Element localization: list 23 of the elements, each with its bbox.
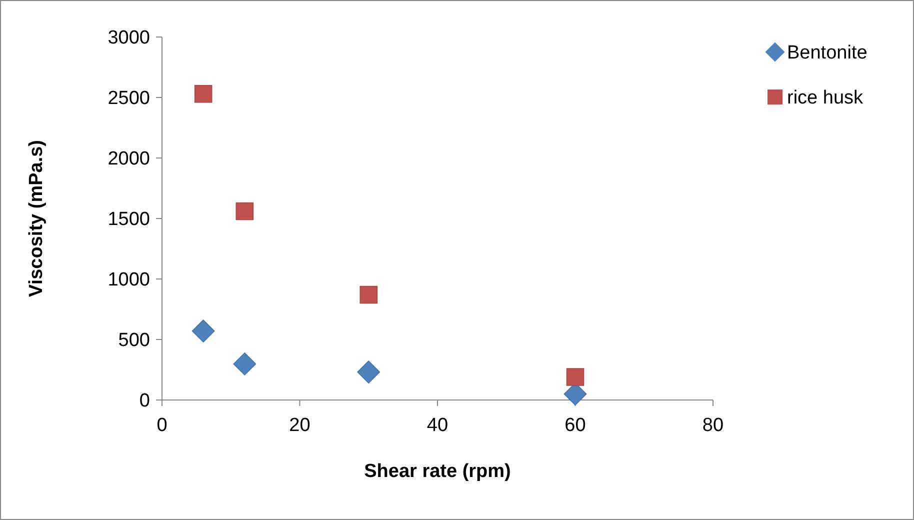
legend-label: Bentonite bbox=[787, 42, 868, 64]
x-tick-label: 0 bbox=[156, 415, 168, 436]
x-tick-label: 60 bbox=[564, 415, 586, 436]
y-axis-title: Viscosity (mPa.s) bbox=[26, 140, 47, 298]
y-tick-label: 2000 bbox=[108, 148, 150, 170]
point bbox=[233, 352, 256, 376]
point bbox=[192, 320, 215, 342]
point bbox=[360, 286, 378, 304]
x-tick-label: 40 bbox=[426, 415, 448, 436]
y-tick-label: 2500 bbox=[108, 88, 150, 110]
point bbox=[236, 202, 254, 220]
y-tick-label: 1500 bbox=[108, 209, 150, 230]
y-tick-label: 0 bbox=[139, 390, 150, 412]
point bbox=[194, 84, 212, 103]
y-tick-label: 1000 bbox=[108, 270, 150, 291]
y-tick-label: 3000 bbox=[108, 28, 150, 49]
y-tick-label: 500 bbox=[118, 330, 150, 352]
point bbox=[566, 368, 584, 386]
point bbox=[357, 360, 380, 384]
x-tick-label: 20 bbox=[289, 415, 310, 436]
x-tick-label: 80 bbox=[702, 415, 724, 436]
x-axis-title: Shear rate (rpm) bbox=[364, 461, 511, 482]
legend-label: rice husk bbox=[787, 88, 864, 109]
